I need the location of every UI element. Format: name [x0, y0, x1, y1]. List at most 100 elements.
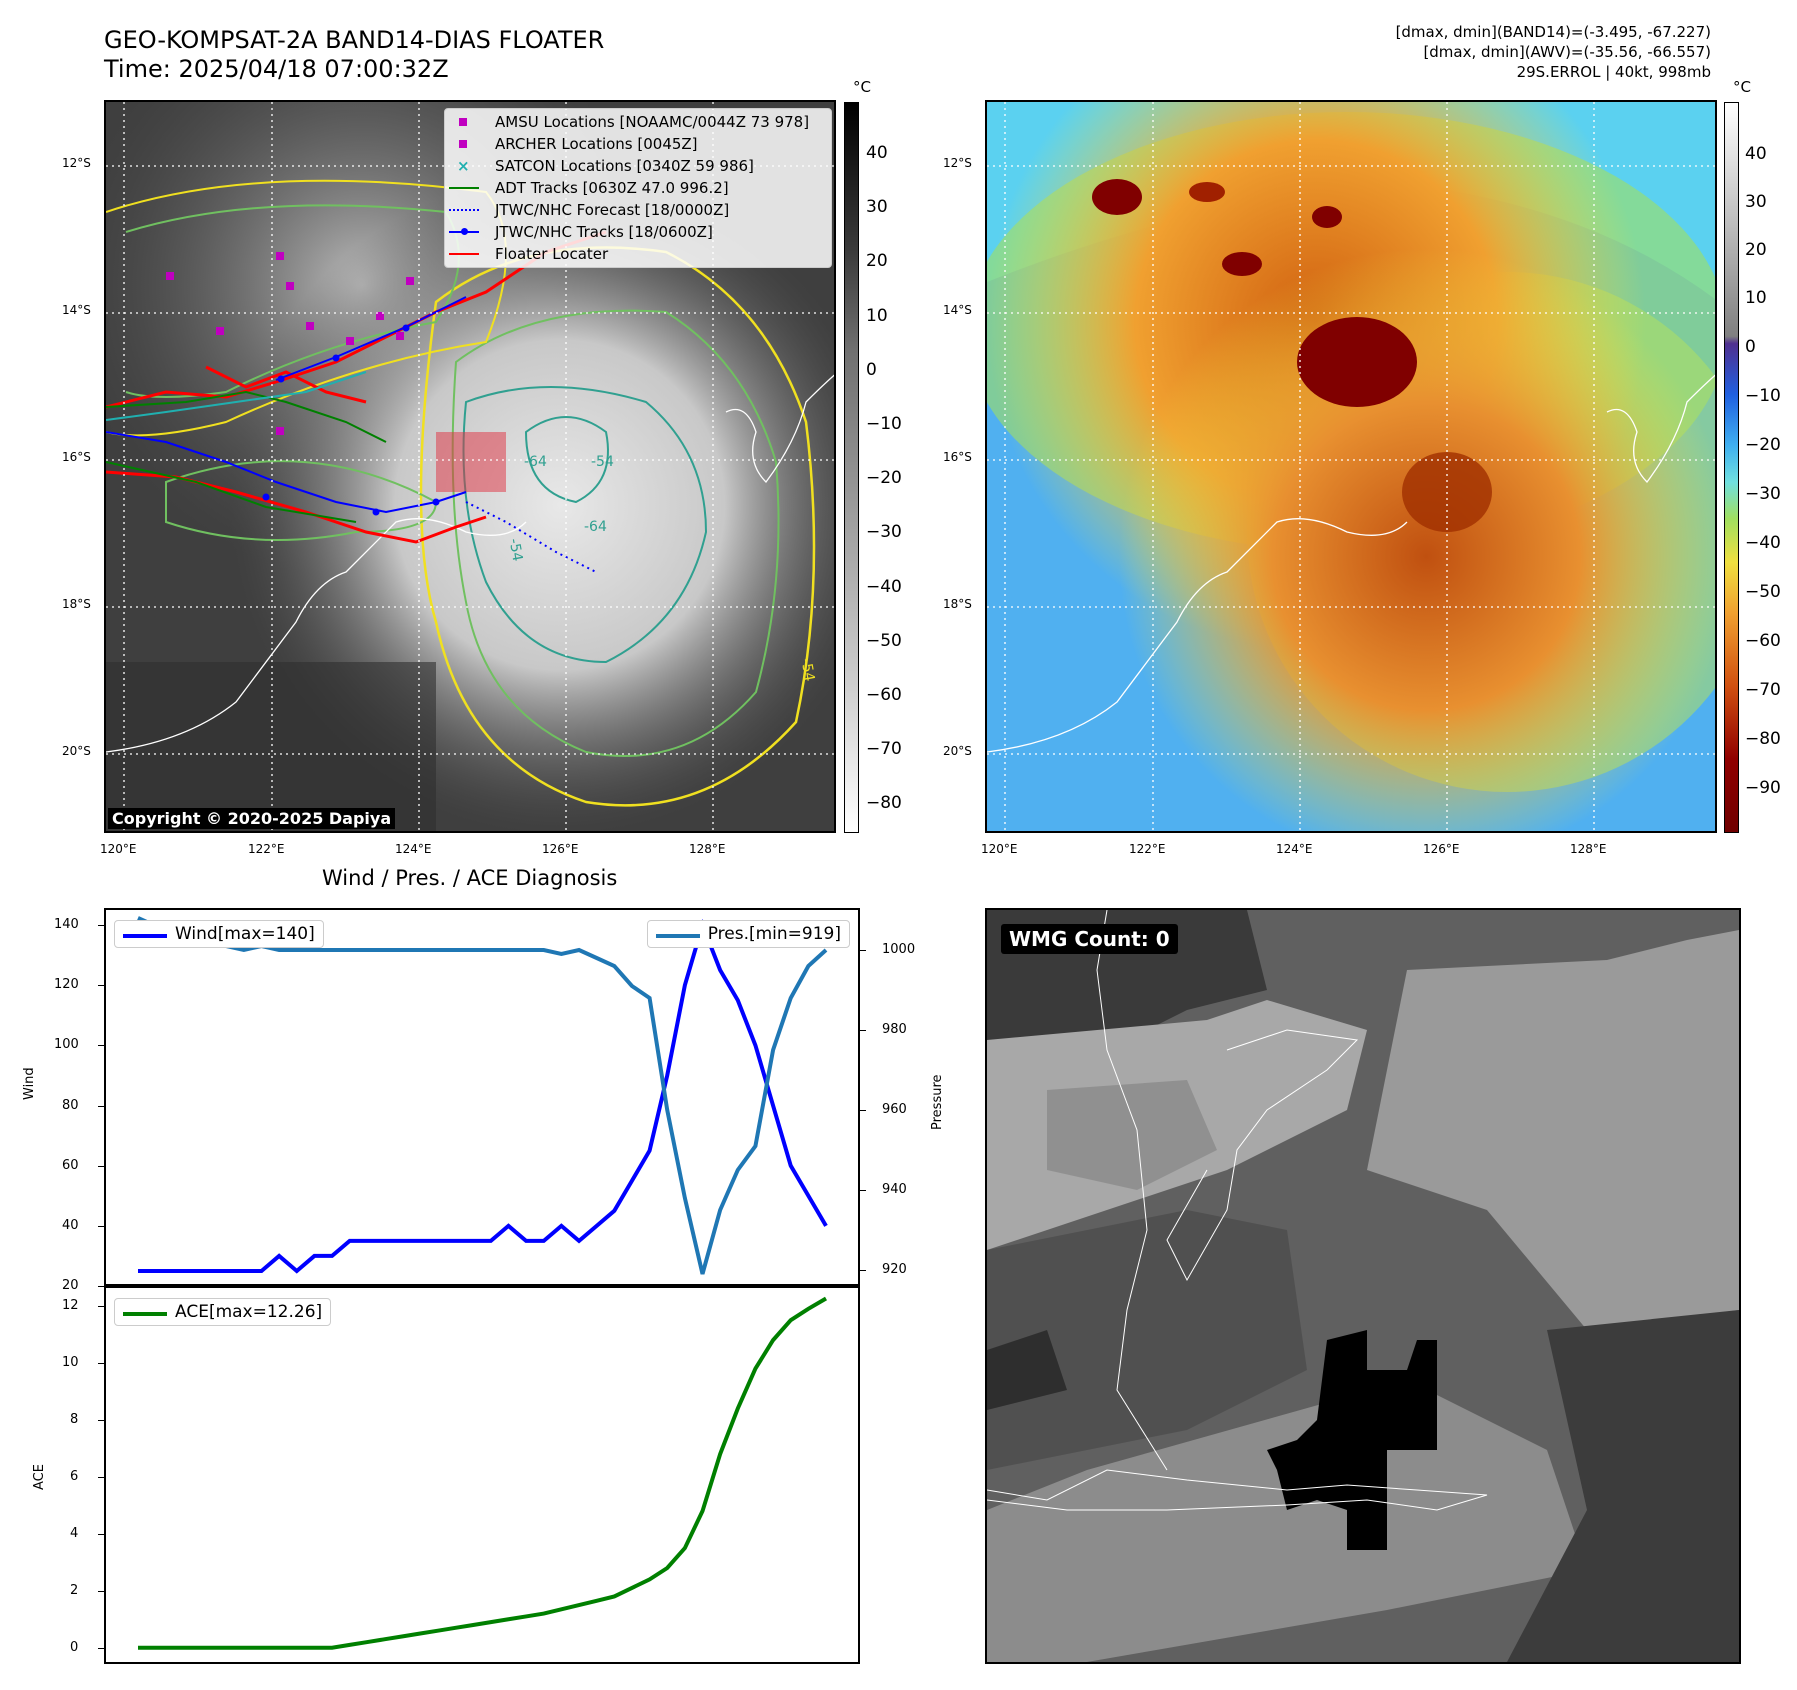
tick-mark: [98, 1590, 104, 1592]
longitude-label: 120°E: [100, 842, 137, 856]
longitude-label: 122°E: [1129, 842, 1166, 856]
legend-item-archer: ARCHER Locations [0045Z]: [445, 133, 831, 155]
legend-item-floater: Floater Locater: [445, 243, 831, 265]
longitude-label: 126°E: [1423, 842, 1460, 856]
colorbar-unit: °C: [853, 78, 871, 96]
colorbar-tick-label: −10: [866, 414, 902, 434]
tick-mark: [98, 1419, 104, 1421]
colorbar-tick-label: 30: [866, 197, 888, 218]
line-marker-icon: [449, 187, 479, 189]
wind-tick-label: 80: [62, 1097, 79, 1113]
legend-item-forecast: JTWC/NHC Forecast [18/0000Z]: [445, 199, 831, 221]
awv-map: [985, 100, 1717, 833]
tick-mark: [98, 1362, 104, 1364]
longitude-label: 124°E: [395, 842, 432, 856]
wmg-canvas: [987, 910, 1739, 1662]
chart-title: GEO-KOMPSAT-2A BAND14-DIAS FLOATER Time:…: [104, 26, 605, 83]
colorbar-tick-label: −40: [1745, 533, 1781, 553]
colorbar-tick-label: −20: [866, 468, 902, 489]
ace-plot: ACE[max=12.26]: [104, 1284, 860, 1664]
wind-tick-label: 40: [62, 1217, 79, 1233]
awv-range: [dmax, dmin](AWV)=(-35.56, -66.557): [1423, 43, 1711, 61]
tick-mark: [98, 1045, 104, 1047]
pressure-tick-label: 920: [882, 1262, 907, 1277]
colorbar-tick-label: 10: [1745, 288, 1767, 308]
colorbar-tick-label: −40: [866, 576, 902, 597]
colorbar-tick-label: −60: [1745, 631, 1781, 651]
latitude-label: 12°S: [62, 156, 91, 170]
colorbar-tick-label: 0: [1745, 337, 1756, 357]
map-legend: AMSU Locations [NOAAMC/0044Z 73 978] ARC…: [444, 108, 832, 268]
colorbar-tick-label: −50: [866, 630, 902, 651]
latitude-label: 16°S: [62, 450, 91, 464]
longitude-label: 120°E: [981, 842, 1018, 856]
tick-mark: [98, 1476, 104, 1478]
wind-axis-label: Wind: [22, 1067, 37, 1100]
dotted-line-icon: [449, 209, 479, 211]
tick-mark: [98, 1225, 104, 1227]
latitude-label: 20°S: [62, 744, 91, 758]
wind-tick-label: 100: [54, 1037, 79, 1053]
colorbar-tick-label: −60: [866, 685, 902, 705]
colorbar-tick-label: −50: [1745, 582, 1781, 602]
colorbar-tick-label: −80: [866, 793, 902, 814]
wind-series-line: [138, 918, 828, 1274]
line-marker-icon: [123, 1312, 167, 1316]
colorbar-tick-label: 0: [866, 359, 877, 380]
colorbar-tick-label: 40: [1745, 144, 1767, 164]
ace-axis-label: ACE: [32, 1464, 47, 1490]
colorbar-tick-label: −10: [1745, 386, 1781, 406]
colorbar-tick-label: −90: [1745, 778, 1781, 798]
pressure-tick-label: 960: [882, 1102, 907, 1117]
tick-mark: [98, 1533, 104, 1535]
ace-tick-label: 4: [70, 1525, 79, 1541]
pressure-series-line: [137, 916, 828, 1275]
latitude-label: 16°S: [943, 450, 972, 464]
band14-colorbar: [844, 102, 859, 833]
tick-mark: [860, 1270, 866, 1271]
colorbar-tick-label: −20: [1745, 435, 1781, 455]
pressure-axis-label: Pressure: [930, 1074, 945, 1130]
colorbar-tick-label: 10: [866, 305, 888, 326]
tick-mark: [98, 1305, 104, 1307]
latitude-label: 14°S: [62, 303, 91, 317]
colorbar-tick-label: −30: [866, 522, 902, 543]
contour-label: -54: [591, 454, 614, 470]
pressure-tick-label: 940: [882, 1182, 907, 1197]
line-marker-icon: [123, 934, 167, 938]
line-marker-icon: [655, 934, 700, 938]
longitude-label: 128°E: [689, 842, 726, 856]
ace-canvas: [138, 1296, 828, 1650]
pressure-tick-label: 980: [882, 1022, 907, 1037]
latitude-label: 14°S: [943, 303, 972, 317]
diagnostic-info: [dmax, dmin](BAND14)=(-3.495, -67.227) […: [1396, 22, 1711, 82]
legend-item-tracks: JTWC/NHC Tracks [18/0600Z]: [445, 221, 831, 243]
wmg-panel: WMG Count: 0: [985, 908, 1741, 1664]
longitude-label: 122°E: [248, 842, 285, 856]
line-marker-icon: [449, 253, 479, 255]
tick-mark: [98, 1286, 104, 1287]
pressure-tick-label: 1000: [882, 942, 916, 957]
latitude-label: 18°S: [62, 597, 91, 611]
latitude-label: 12°S: [943, 156, 972, 170]
square-marker-icon: [459, 140, 467, 148]
x-marker-icon: ×: [457, 157, 470, 175]
storm-info: 29S.ERROL | 40kt, 998mb: [1516, 63, 1711, 81]
colorbar-tick-label: 40: [866, 143, 888, 163]
ace-tick-label: 8: [70, 1411, 79, 1427]
tick-mark: [860, 1110, 866, 1111]
tick-mark: [860, 950, 866, 951]
legend-item-adt: ADT Tracks [0630Z 47.0 996.2]: [445, 177, 831, 199]
longitude-label: 128°E: [1570, 842, 1607, 856]
tick-mark: [98, 985, 104, 987]
pressure-legend: Pres.[min=919]: [646, 920, 850, 948]
ace-tick-label: 0: [70, 1639, 79, 1655]
latitude-label: 18°S: [943, 597, 972, 611]
band14-range: [dmax, dmin](BAND14)=(-3.495, -67.227): [1395, 23, 1711, 41]
contour-label: -64: [524, 454, 547, 470]
wind-legend: Wind[max=140]: [114, 920, 324, 948]
colorbar-tick-label: 20: [866, 251, 888, 272]
ace-tick-label: 10: [62, 1354, 79, 1370]
legend-item-amsu: AMSU Locations [NOAAMC/0044Z 73 978]: [445, 111, 831, 133]
tick-mark: [98, 1105, 104, 1107]
